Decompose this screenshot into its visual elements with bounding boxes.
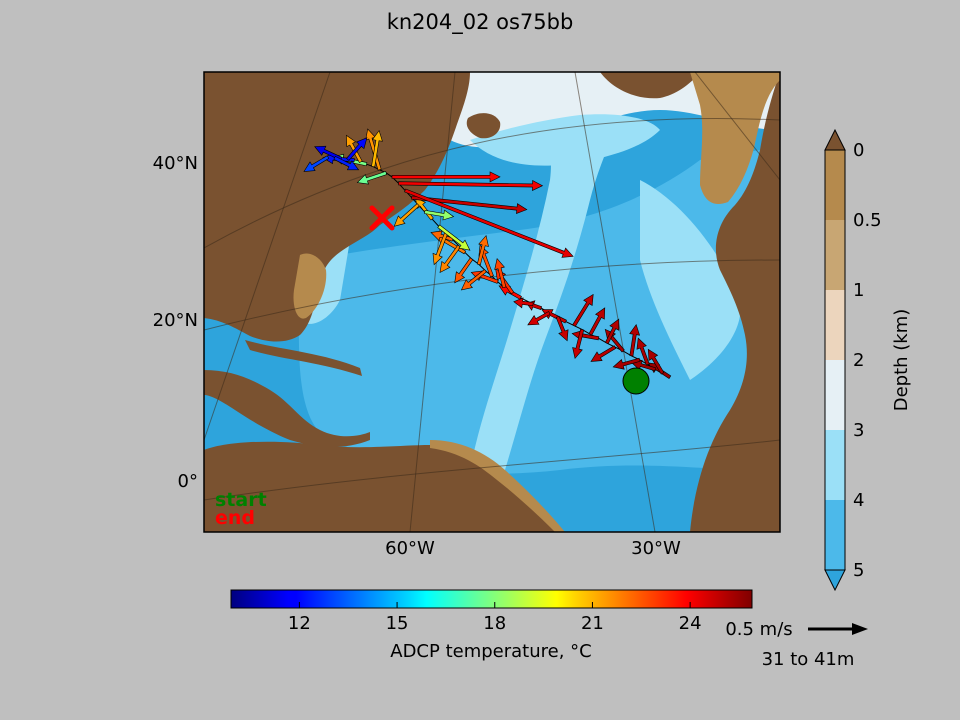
land-central-america bbox=[204, 370, 370, 447]
velocity-arrow-12 bbox=[572, 293, 594, 327]
temperature-tick-label-1: 15 bbox=[386, 613, 409, 634]
ocean-mid-ridge bbox=[470, 72, 640, 470]
depth-colorbar-label: Depth (km) bbox=[891, 309, 912, 412]
velocity-arrow-33 bbox=[393, 203, 420, 227]
depth-band-0 bbox=[825, 150, 845, 220]
quiver-key: 0.5 m/s 31 to 41m bbox=[725, 619, 868, 670]
start-marker bbox=[622, 367, 650, 395]
velocity-arrow-42 bbox=[346, 134, 363, 164]
legend-start-label: start bbox=[215, 489, 267, 511]
quiver-key-arrow bbox=[808, 623, 868, 635]
velocity-arrow-30 bbox=[437, 224, 471, 251]
velocity-arrow-20 bbox=[494, 257, 507, 289]
quiver-key-speed-label: 0.5 m/s bbox=[725, 619, 792, 640]
land-newfoundland bbox=[466, 113, 501, 139]
ocean-mid-east bbox=[640, 180, 741, 380]
velocity-arrow-35 bbox=[404, 188, 574, 258]
velocity-arrow-32 bbox=[424, 209, 455, 221]
velocity-arrow-46 bbox=[333, 155, 360, 171]
land-florida-shelf bbox=[293, 253, 327, 319]
temperature-colorbar-ticks: 12 15 18 21 24 bbox=[288, 602, 702, 634]
depth-tick-0-5: 0.5 bbox=[853, 210, 882, 231]
legend-end-label: end bbox=[215, 507, 255, 529]
land-greenland bbox=[600, 72, 700, 99]
velocity-arrow-38 bbox=[356, 171, 388, 185]
depth-colorbar-bottom-extend bbox=[824, 569, 846, 592]
map-panel bbox=[204, 72, 780, 532]
depth-colorbar-top-extend bbox=[824, 128, 846, 151]
depth-band-1 bbox=[825, 220, 845, 290]
velocity-arrow-34 bbox=[411, 195, 528, 214]
temperature-colorbar-gradient bbox=[230, 589, 753, 609]
land-south-america bbox=[204, 441, 560, 532]
lat-label-40n: 40°N bbox=[153, 153, 198, 174]
temperature-tick-label-4: 24 bbox=[679, 613, 702, 634]
velocity-arrow-4 bbox=[612, 357, 641, 370]
depth-band-3 bbox=[825, 360, 845, 430]
velocity-arrow-44 bbox=[346, 137, 368, 161]
ocean-north-mid bbox=[470, 114, 660, 166]
velocity-arrow-28 bbox=[430, 230, 454, 242]
depth-band-2 bbox=[825, 290, 845, 360]
velocity-arrow-27 bbox=[439, 244, 461, 274]
land-cuba bbox=[245, 340, 362, 376]
depth-band-5 bbox=[825, 500, 845, 570]
temperature-colorbar-label: ADCP temperature, °C bbox=[390, 641, 591, 662]
depth-colorbar: 0 0.5 1 2 3 4 5 Depth (km) bbox=[824, 128, 912, 592]
depth-tick-3: 3 bbox=[853, 420, 864, 441]
velocity-arrow-37 bbox=[391, 171, 501, 183]
depth-tick-1: 1 bbox=[853, 280, 864, 301]
end-marker bbox=[369, 205, 395, 231]
velocity-arrow-8 bbox=[604, 318, 620, 345]
land-north-america bbox=[204, 72, 470, 342]
velocity-arrow-39 bbox=[365, 128, 382, 171]
lon-label-60w: 60°W bbox=[385, 538, 435, 559]
velocity-arrow-23 bbox=[460, 269, 487, 291]
velocity-arrow-2 bbox=[630, 359, 656, 372]
velocity-arrow-40 bbox=[371, 129, 383, 168]
depth-band-4 bbox=[825, 430, 845, 500]
quiver-key-depth-label: 31 to 41m bbox=[762, 649, 855, 670]
velocity-arrow-3 bbox=[636, 337, 650, 366]
depth-colorbar-frame bbox=[824, 149, 846, 571]
depth-tick-4: 4 bbox=[853, 490, 864, 511]
start-marker-circle bbox=[622, 367, 650, 395]
velocity-arrow-11 bbox=[572, 328, 585, 360]
velocity-arrow-5 bbox=[629, 323, 641, 357]
velocity-vectors bbox=[303, 128, 672, 380]
lat-label-0: 0° bbox=[178, 471, 198, 492]
temperature-tick-label-3: 21 bbox=[581, 613, 604, 634]
map-frame bbox=[203, 71, 781, 533]
end-marker-x-stroke-b bbox=[369, 205, 395, 231]
velocity-arrow-29 bbox=[432, 232, 448, 266]
depth-tick-2: 2 bbox=[853, 350, 864, 371]
depth-tick-0: 0 bbox=[853, 140, 864, 161]
velocity-arrow-10 bbox=[588, 307, 606, 336]
velocity-arrow-7 bbox=[590, 345, 617, 362]
temperature-tick-label-0: 12 bbox=[288, 613, 311, 634]
velocity-arrow-17 bbox=[513, 297, 534, 309]
lat-label-20n: 20°N bbox=[153, 310, 198, 331]
temperature-colorbar: 12 15 18 21 24 ADCP temperature, °C bbox=[230, 589, 753, 662]
velocity-arrow-25 bbox=[454, 257, 474, 284]
lon-label-30w: 30°W bbox=[631, 538, 681, 559]
land-south-america-shelf bbox=[430, 440, 565, 532]
depth-tick-5: 5 bbox=[853, 560, 864, 581]
chart-title: kn204_02 os75bb bbox=[387, 10, 574, 35]
velocity-arrow-15 bbox=[527, 311, 551, 326]
velocity-arrow-24 bbox=[476, 234, 489, 266]
land-iberia-shelf bbox=[690, 72, 780, 205]
temperature-tick-label-2: 18 bbox=[483, 613, 506, 634]
velocity-arrow-1 bbox=[647, 348, 665, 375]
land-europe-africa bbox=[690, 72, 780, 532]
velocity-arrow-14 bbox=[555, 315, 569, 342]
velocity-arrow-47 bbox=[303, 155, 330, 172]
velocity-arrow-36 bbox=[398, 180, 544, 191]
